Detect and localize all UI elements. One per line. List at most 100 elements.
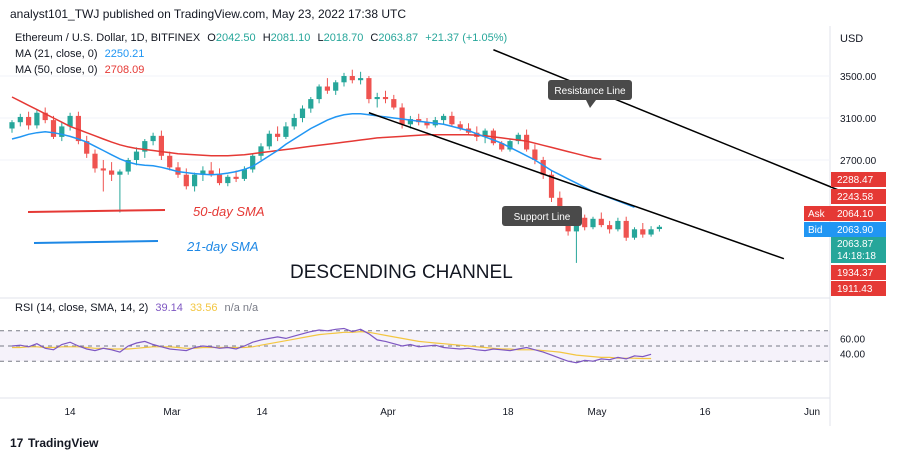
candle-body [117, 171, 123, 175]
candle-body [582, 217, 588, 228]
candle-body [192, 174, 198, 187]
candle-body [50, 120, 57, 137]
change-value: +21.37 (+1.05%) [425, 32, 508, 44]
time-tick-label: 14 [64, 407, 76, 418]
time-tick-label: Jun [804, 407, 820, 418]
candle-body [183, 174, 189, 187]
price-tag-2243: 2243.58 [831, 189, 886, 204]
price-tick-label: 3100.00 [840, 114, 877, 125]
candle-body [515, 134, 521, 142]
tradingview-logo[interactable]: ⁠17 TradingView [10, 436, 98, 450]
candle-body [449, 115, 455, 125]
time-tick-label: 18 [502, 407, 514, 418]
candle-body [34, 112, 40, 126]
candle-body [333, 82, 339, 91]
candle-body [349, 76, 355, 81]
svg-text:2063.87: 2063.87 [837, 239, 874, 250]
rsi-sma-line [12, 330, 652, 360]
high-value: H2081.10 [262, 32, 311, 44]
candle-body [623, 220, 629, 238]
resistance-label-text: Resistance Line [554, 86, 626, 97]
candle-body [291, 118, 297, 127]
candle-body [524, 134, 530, 150]
low-value: L2018.70 [317, 32, 364, 44]
close-value: C2063.87 [370, 32, 419, 44]
candle-body [258, 146, 264, 156]
candle-body [648, 229, 654, 235]
candle-body [200, 170, 206, 175]
ma50-legend: MA (50, close, 0) 2708.09 [15, 64, 148, 76]
candle-body [424, 122, 430, 126]
tv-brand-text: TradingView [28, 436, 99, 450]
candle-body [299, 108, 306, 118]
sma50-annotation: 50-day SMA [193, 204, 265, 219]
candle-body [133, 151, 140, 160]
svg-text:2288.47: 2288.47 [837, 175, 874, 186]
tv-icon: ⁠17 [10, 436, 24, 450]
sma21-level-line[interactable] [33, 240, 159, 244]
candle-body [17, 116, 23, 123]
rsi-legend-label: RSI (14, close, SMA, 14, 2) [15, 302, 149, 314]
candle-body [316, 86, 322, 100]
chart-area[interactable]: 3500.00 3100.00 2700.00 60.00 40.00 14 Mar 14 Ap… [0, 26, 900, 426]
candle-body [366, 78, 372, 100]
sma50-level-line[interactable] [27, 209, 166, 213]
price-tick-label: 3500.00 [840, 72, 877, 83]
rsi-na-legend: n/a n/a [224, 302, 259, 314]
ma21-legend: MA (21, close, 0) 2250.21 [15, 48, 148, 60]
ma50-legend-label: MA (50, close, 0) [15, 64, 98, 76]
svg-text:Bid: Bid [808, 225, 822, 236]
candle-body [9, 122, 15, 129]
candle-body [158, 135, 164, 156]
candle-body [457, 124, 463, 129]
candle-body [167, 155, 173, 168]
candle-body [540, 160, 546, 175]
support-label[interactable]: Support Line [502, 206, 582, 226]
candle-body [308, 99, 314, 109]
publish-text: analyst101_TWJ published on TradingView.… [10, 7, 406, 21]
last-price-tag: 2063.87 14:18:18 [831, 237, 886, 263]
bid-tag: Bid 2063.90 [804, 222, 886, 237]
candle-body [399, 107, 405, 125]
price-tick-label: 2700.00 [840, 156, 877, 167]
currency-label: USD [840, 33, 863, 45]
candle-body [590, 218, 596, 228]
candle-body [324, 86, 330, 91]
support-label-text: Support Line [514, 212, 571, 223]
svg-text:1934.37: 1934.37 [837, 268, 874, 279]
chart-svg[interactable]: 3500.00 3100.00 2700.00 60.00 40.00 14 Mar 14 Ap… [0, 26, 900, 426]
ohlc-legend: Ethereum / U.S. Dollar, 1D, BITFINEX O20… [15, 32, 511, 44]
candle-body [532, 149, 538, 160]
price-tag-1934: 1934.37 [831, 265, 886, 280]
price-tag-2288: 2288.47 [831, 172, 886, 187]
candle-body [548, 174, 555, 198]
candle-body [565, 220, 571, 232]
ma50-line [11, 96, 602, 160]
svg-text:2063.90: 2063.90 [837, 225, 874, 236]
trend-lines [368, 49, 843, 260]
resistance-line [493, 49, 843, 193]
candle-body [607, 225, 613, 230]
candle-body [109, 170, 115, 175]
candle-body [358, 78, 364, 81]
candle-body [382, 97, 389, 100]
candle-body [150, 135, 156, 142]
sma21-annotation: 21-day SMA [186, 239, 259, 254]
candle-body [250, 155, 256, 170]
support-line [368, 112, 785, 260]
candle-body [640, 229, 646, 235]
candle-body [75, 115, 81, 142]
svg-text:2243.58: 2243.58 [837, 192, 874, 203]
candle-body [42, 112, 48, 121]
resistance-label[interactable]: Resistance Line [548, 80, 632, 108]
candle-body [216, 174, 223, 184]
time-tick-label: Mar [163, 407, 181, 418]
ma50-legend-value: 2708.09 [104, 64, 145, 76]
svg-text:1911.43: 1911.43 [837, 284, 873, 295]
channel-annotation: DESCENDING CHANNEL [290, 262, 513, 283]
candle-body [67, 115, 73, 127]
candle-body [266, 133, 272, 147]
candle-body [26, 116, 32, 126]
candle-body [92, 153, 98, 169]
ma21-line [11, 113, 635, 208]
